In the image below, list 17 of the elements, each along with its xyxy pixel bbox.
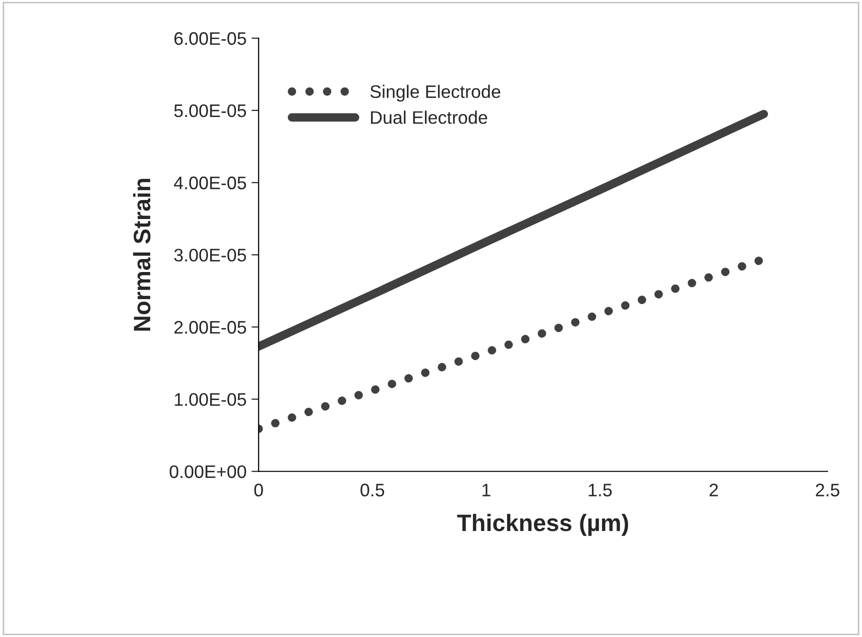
legend-label: Single Electrode <box>370 84 500 102</box>
x-tick-label: 1 <box>482 484 490 496</box>
x-tick-label: 0.5 <box>360 484 384 496</box>
x-tick-label: 2 <box>710 484 718 496</box>
x-tick-label: 1.5 <box>588 484 612 496</box>
y-axis-title: Normal Strain <box>133 178 150 331</box>
y-tick-label: 5.00E-05 <box>174 104 246 118</box>
x-axis-title: Thickness (µm) <box>457 514 628 536</box>
y-tick-label: 0.00E+00 <box>170 465 246 478</box>
y-tick-label: 1.00E-05 <box>174 393 246 406</box>
y-tick-label: 6.00E-05 <box>174 32 246 45</box>
y-tick-label: 4.00E-05 <box>174 176 246 190</box>
y-tick-label: 2.00E-05 <box>174 320 246 334</box>
x-tick-label: 0 <box>254 484 263 496</box>
legend-label: Dual Electrode <box>371 110 488 124</box>
y-tick-label: 3.00E-05 <box>174 248 246 262</box>
x-tick-label: 2.5 <box>816 484 840 496</box>
